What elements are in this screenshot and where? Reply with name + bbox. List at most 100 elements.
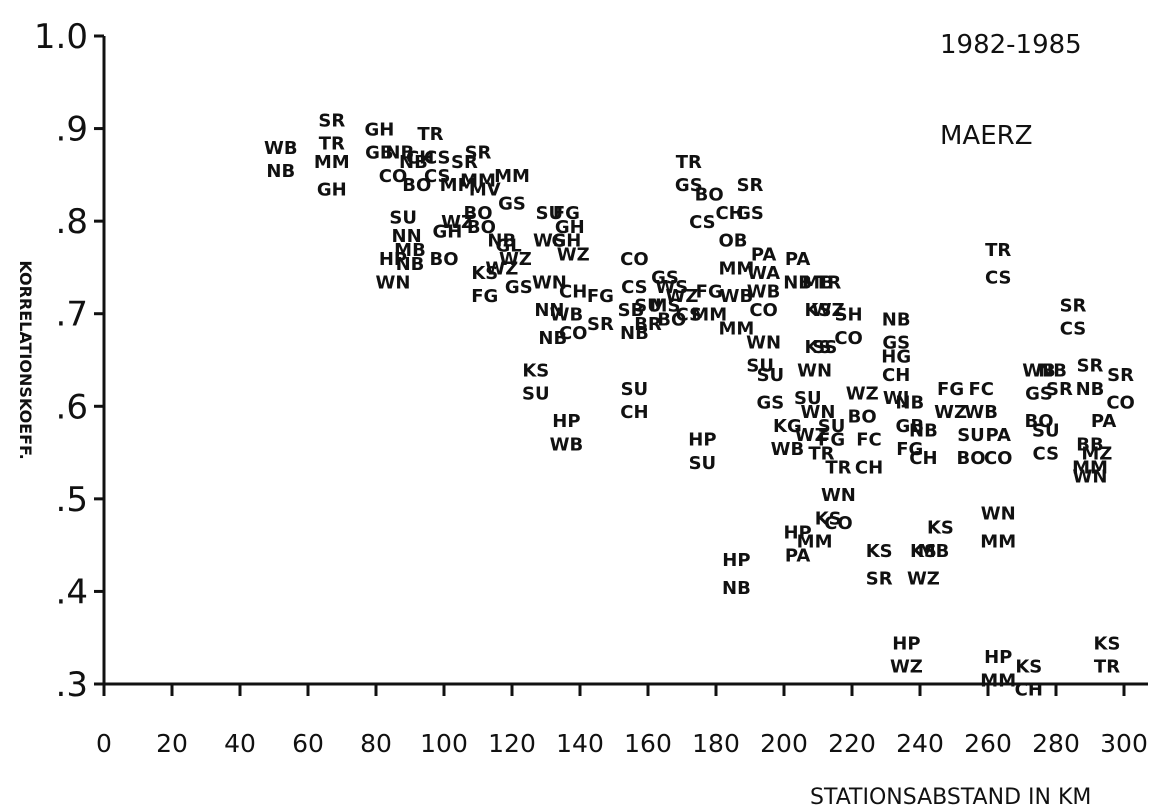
data-point: GH (317, 180, 347, 201)
data-point: TR (985, 240, 1011, 261)
axes: .3 .4 .5 .6 .7 .8 .9 1.0 0 20 40 60 80 100 120 140 160 18… (34, 17, 1148, 758)
data-point: WZ (666, 286, 699, 307)
data-point: CS (676, 305, 703, 326)
data-point: WN (376, 272, 411, 293)
data-point: SU (794, 388, 822, 409)
data-point: SU (634, 295, 662, 316)
data-point: SU (389, 208, 417, 229)
data-point: TR (825, 457, 851, 478)
data-point: WB (1022, 360, 1056, 381)
data-point: SR (1077, 356, 1104, 377)
data-point: CS (689, 212, 716, 233)
x-tick-label: 120 (488, 729, 536, 758)
data-point: CO (379, 166, 408, 187)
month-annotation: MAERZ (940, 121, 1033, 151)
data-point: GS (882, 332, 910, 353)
data-point: WB (550, 305, 584, 326)
data-point: SU (522, 383, 550, 404)
data-point: WB (964, 402, 998, 423)
data-point: CO (620, 249, 649, 270)
data-point: CS (1033, 444, 1060, 465)
x-tick-label: 20 (156, 729, 188, 758)
data-point: TR (808, 444, 834, 465)
data-point: CO (749, 300, 778, 321)
data-point: FG (896, 439, 923, 460)
data-point: NB (620, 323, 649, 344)
data-point: KS (866, 541, 893, 562)
x-tick-label: 260 (964, 729, 1012, 758)
data-point: MS (650, 295, 681, 316)
y-tick-label: .3 (56, 665, 88, 705)
data-point: GS (736, 203, 764, 224)
data-point: GH (555, 217, 585, 238)
y-tick-label: .9 (56, 110, 88, 150)
data-point: NB (882, 309, 911, 330)
data-point: BB (1076, 434, 1103, 455)
data-point: GS (498, 194, 526, 215)
data-point: CH (909, 448, 937, 469)
data-point: GS (757, 393, 785, 414)
data-point: SR (465, 143, 492, 164)
data-point: SU (621, 379, 649, 400)
data-point: CO (824, 513, 853, 534)
data-point: WS (533, 231, 566, 252)
data-point: WJ (883, 388, 910, 409)
data-point: BO (429, 249, 458, 270)
data-point: BO (956, 448, 985, 469)
data-point: CH (715, 203, 743, 224)
y-tick-label: .5 (56, 480, 88, 520)
data-point: CO (984, 448, 1013, 469)
data-point: NB (1076, 379, 1105, 400)
data-point: KS (910, 541, 937, 562)
data-point: WB (747, 282, 781, 303)
data-point: KS (805, 300, 832, 321)
x-tick-label: 300 (1100, 729, 1148, 758)
x-tick-label: 140 (556, 729, 604, 758)
data-point: WZ (907, 569, 940, 590)
data-point: KS (522, 360, 549, 381)
data-point: MB (918, 541, 950, 562)
data-point: TR (1094, 656, 1120, 677)
data-point: MM (1072, 457, 1108, 478)
data-point: WB (720, 286, 754, 307)
data-point: PA (751, 245, 777, 266)
data-point: WZ (557, 245, 590, 266)
data-point: SB (618, 300, 645, 321)
data-point: GS (505, 277, 533, 298)
data-point: PA (1091, 411, 1117, 432)
data-point: CH (559, 282, 587, 303)
data-point: CO (834, 328, 863, 349)
data-point: SR (318, 110, 345, 131)
y-tick-label: .8 (56, 202, 88, 242)
data-point: NB (909, 420, 938, 441)
data-point: HP (379, 249, 407, 270)
y-tick-label: .6 (56, 387, 88, 427)
y-axis-label: KORRELATIONSKOEFF. (16, 260, 35, 459)
data-point: GS (675, 175, 703, 196)
data-point: NB (266, 161, 295, 182)
data-point: SS (812, 337, 837, 358)
data-point: NB (396, 254, 425, 275)
x-tick-label: 0 (96, 729, 112, 758)
data-point: MM (440, 175, 476, 196)
period-annotation: 1982-1985 (940, 30, 1082, 60)
y-tick-label: .4 (56, 572, 88, 612)
x-tick-label: 280 (1032, 729, 1080, 758)
data-point: SU (689, 453, 717, 474)
data-point: NB (538, 328, 567, 349)
data-point: WB (771, 439, 805, 460)
data-point: MM (460, 170, 496, 191)
y-tick-label: .7 (56, 295, 88, 335)
data-point: SR (1107, 365, 1134, 386)
data-point: MV (469, 180, 501, 201)
data-point: KS (805, 337, 832, 358)
data-point: WZ (485, 258, 518, 279)
data-point: TR (676, 152, 702, 173)
data-point: HG (881, 346, 911, 367)
data-point: GL (495, 235, 521, 256)
data-point: PA (985, 425, 1011, 446)
data-point: CH (620, 402, 648, 423)
data-point: CS (621, 277, 648, 298)
data-point: MB (394, 240, 426, 261)
